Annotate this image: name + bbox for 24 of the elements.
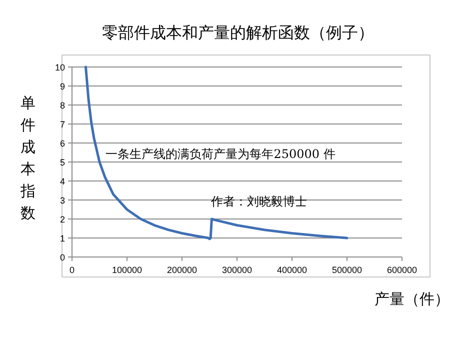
annotation: 一条生产线的满负荷产量为每年250000 件 <box>106 147 336 162</box>
y-tick-label: 3 <box>60 196 65 206</box>
chart-title: 零部件成本和产量的解析函数（例子） <box>102 23 374 42</box>
x-tick-label: 500000 <box>332 265 362 275</box>
y-tick-label: 5 <box>60 158 65 168</box>
y-tick-label: 9 <box>60 82 65 92</box>
y-tick-label: 4 <box>60 176 65 186</box>
y-tick-label: 2 <box>60 214 65 224</box>
x-tick-label: 300000 <box>222 265 252 275</box>
x-tick-label: 600000 <box>386 265 418 275</box>
x-tick-label: 0 <box>69 265 75 275</box>
y-tick-label: 8 <box>60 100 65 110</box>
line-series <box>84 66 348 240</box>
x-tick-label: 200000 <box>166 265 198 275</box>
y-tick-label: 6 <box>60 138 65 148</box>
x-axis-title: 产量（件） <box>374 290 450 308</box>
y-tick-label: 1 <box>60 234 65 244</box>
y-tick-label: 7 <box>60 120 65 130</box>
y-tick-label: 10 <box>54 62 65 72</box>
annotation: 作者：刘晓毅博士 <box>210 194 307 209</box>
y-tick-label: 0 <box>60 252 65 262</box>
x-tick-label: 400000 <box>276 265 308 275</box>
y-axis-title: 单件成本指数 <box>20 94 36 222</box>
x-tick-label: 100000 <box>112 265 142 275</box>
